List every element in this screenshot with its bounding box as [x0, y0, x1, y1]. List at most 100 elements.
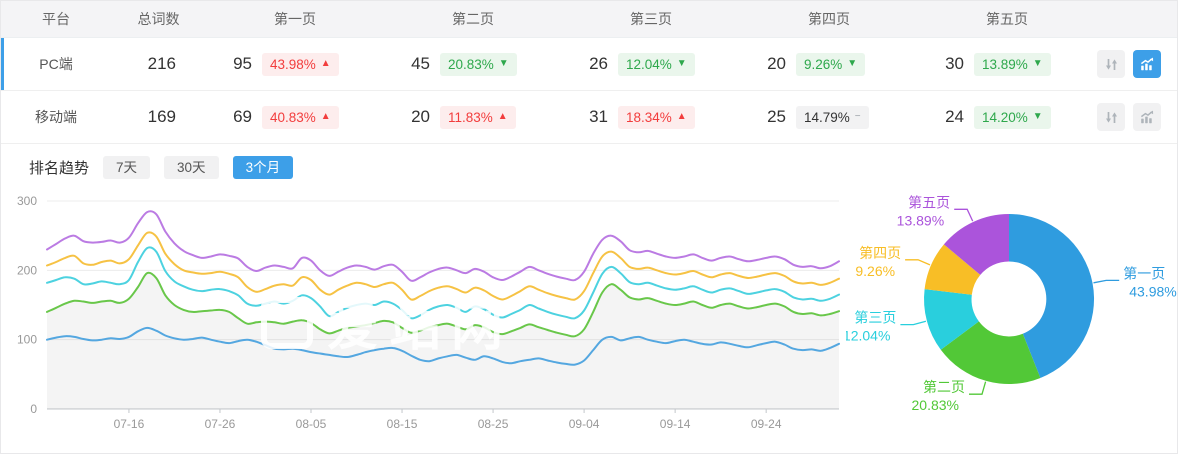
column-header-page2: 第二页	[452, 11, 494, 27]
x-axis-label-07-16: 07-16	[114, 417, 145, 431]
platform-label: 移动端	[35, 109, 77, 125]
charts-area: 0 100 200 300 07-16 07-26 08-05 08-15 08-25 09-04…	[1, 187, 1177, 449]
sort-toggle-button[interactable]	[1097, 50, 1125, 78]
series-line-第五页	[46, 210, 840, 282]
page4-percent-badge: 9.26% ▼	[796, 52, 866, 76]
pie-label-line-第五页	[954, 208, 974, 222]
column-header-page4: 第四页	[808, 11, 850, 27]
series-line-第一页	[46, 326, 840, 366]
pie-label-percent-第三页: 12.04%	[846, 328, 890, 344]
percent-value: 43.98%	[270, 56, 316, 72]
y-axis-label-100: 100	[17, 333, 37, 347]
column-header-total: 总词数	[137, 11, 180, 27]
sort-toggle-button[interactable]	[1097, 103, 1125, 131]
page4-cell: 20 9.26% ▼	[740, 52, 918, 76]
x-axis-label-08-25: 08-25	[478, 417, 509, 431]
page1-cell: 95 43.98% ▲	[206, 52, 384, 76]
down-trend-icon: ▼	[847, 58, 858, 69]
table-body: PC端 216 95 43.98% ▲ 45 20.83% ▼ 26 12.04% ▼ 20 9.26%…	[1, 38, 1177, 144]
page2-percent-badge: 20.83% ▼	[440, 52, 517, 76]
trend-chart-toggle-button[interactable]	[1133, 50, 1161, 78]
trend-chart-toggle-button[interactable]	[1133, 103, 1161, 131]
line-bar-chart-icon	[1140, 110, 1154, 124]
total-words-value: 216	[147, 54, 176, 73]
x-axis-label-08-15: 08-15	[387, 417, 418, 431]
pie-label-line-第一页	[1093, 279, 1120, 284]
page4-count: 20	[767, 54, 786, 73]
platform-row-mobile[interactable]: 移动端 169 69 40.83% ▲ 20 11.83% ▲ 31 18.34% ▲ 25 14.79…	[1, 91, 1177, 144]
up-trend-icon: ▲	[320, 58, 331, 69]
x-axis-label-09-14: 09-14	[660, 417, 691, 431]
pie-label-percent-第二页: 20.83%	[912, 397, 959, 413]
percent-value: 13.89%	[982, 56, 1028, 72]
line-chart-svg: 0 100 200 300 07-16 07-26 08-05 08-15 08-25 09-04…	[17, 194, 840, 431]
page3-cell: 31 18.34% ▲	[562, 105, 740, 129]
pie-slice-第二页[interactable]	[940, 321, 1041, 385]
pie-label-name-第五页: 第五页	[908, 194, 950, 210]
up-trend-icon: ▲	[497, 111, 508, 122]
pie-slice-第一页[interactable]	[1009, 214, 1095, 378]
x-axis-label-07-26: 07-26	[205, 417, 236, 431]
page5-percent-badge: 14.20% ▼	[974, 105, 1051, 129]
pie-label-name-第二页: 第二页	[923, 379, 965, 395]
percent-value: 18.34%	[626, 109, 672, 125]
tab-3个月[interactable]: 3个月	[232, 155, 294, 179]
pie-label-line-第二页	[969, 381, 987, 395]
page1-count: 69	[233, 107, 252, 126]
pie-label-line-第三页	[900, 320, 927, 326]
pie-label-name-第一页: 第一页	[1123, 265, 1165, 281]
updown-arrows-icon	[1105, 58, 1117, 70]
ranking-table: 平台 总词数 第一页 第二页 第三页 第四页 第五页 PC端 216 95 43.98% ▲ 45 20…	[1, 1, 1177, 144]
down-trend-icon: ▼	[1032, 58, 1043, 69]
page2-count: 20	[411, 107, 430, 126]
page3-percent-badge: 12.04% ▼	[618, 52, 695, 76]
pie-slice-第三页[interactable]	[924, 289, 979, 350]
page1-percent-badge: 43.98% ▲	[262, 52, 339, 76]
page3-count: 26	[589, 54, 608, 73]
percent-value: 11.83%	[448, 109, 493, 125]
page2-cell: 45 20.83% ▼	[384, 52, 562, 76]
trend-range-tabs: 7天 30天 3个月	[89, 155, 294, 179]
series-line-第三页	[46, 246, 840, 320]
row-actions	[1096, 50, 1177, 78]
page4-percent-badge: 14.79% −	[796, 105, 869, 129]
up-trend-icon: ▲	[676, 111, 687, 122]
pie-chart: 第一页 43.98% 第二页 20.83% 第三页 12.04% 第四页 9.26% 第五页 13…	[846, 187, 1178, 449]
platform-row-pc[interactable]: PC端 216 95 43.98% ▲ 45 20.83% ▼ 26 12.04% ▼ 20 9.26%…	[1, 38, 1177, 91]
pie-label-percent-第一页: 43.98%	[1129, 283, 1176, 299]
y-axis-label-300: 300	[17, 194, 37, 208]
updown-arrows-icon	[1105, 111, 1117, 123]
line-bar-chart-icon	[1140, 57, 1154, 71]
tab-7天[interactable]: 7天	[103, 155, 151, 179]
page5-cell: 24 14.20% ▼	[918, 105, 1096, 129]
pie-label-name-第四页: 第四页	[859, 245, 901, 261]
percent-value: 40.83%	[270, 109, 316, 125]
line-chart: 0 100 200 300 07-16 07-26 08-05 08-15 08-25 09-04…	[1, 187, 846, 449]
pie-label-line-第四页	[905, 259, 931, 266]
page1-percent-badge: 40.83% ▲	[262, 105, 339, 129]
percent-value: 20.83%	[448, 56, 494, 72]
page1-cell: 69 40.83% ▲	[206, 105, 384, 129]
pie-label-percent-第五页: 13.89%	[897, 212, 944, 228]
percent-value: 14.20%	[982, 109, 1028, 125]
up-trend-icon: ▲	[320, 111, 331, 122]
pie-label-name-第三页: 第三页	[854, 310, 896, 326]
trend-section-title: 排名趋势	[29, 160, 90, 177]
row-actions	[1096, 103, 1177, 131]
table-header-row: 平台 总词数 第一页 第二页 第三页 第四页 第五页	[1, 1, 1177, 38]
page2-cell: 20 11.83% ▲	[384, 105, 562, 129]
y-axis-label-0: 0	[30, 402, 37, 416]
pie-label-percent-第四页: 9.26%	[855, 263, 895, 279]
pie-slice-第五页[interactable]	[943, 214, 1009, 275]
x-axis-label-09-24: 09-24	[751, 417, 782, 431]
page4-count: 25	[767, 107, 786, 126]
page3-percent-badge: 18.34% ▲	[618, 105, 695, 129]
trend-section-header: 排名趋势 7天 30天 3个月	[1, 144, 1177, 187]
column-header-page5: 第五页	[986, 11, 1028, 27]
pie-slice-第四页[interactable]	[924, 244, 981, 295]
tab-30天[interactable]: 30天	[164, 155, 219, 179]
percent-value: 12.04%	[626, 56, 672, 72]
page5-count: 24	[945, 107, 964, 126]
down-trend-icon: ▼	[676, 58, 687, 69]
column-header-platform: 平台	[42, 11, 70, 27]
